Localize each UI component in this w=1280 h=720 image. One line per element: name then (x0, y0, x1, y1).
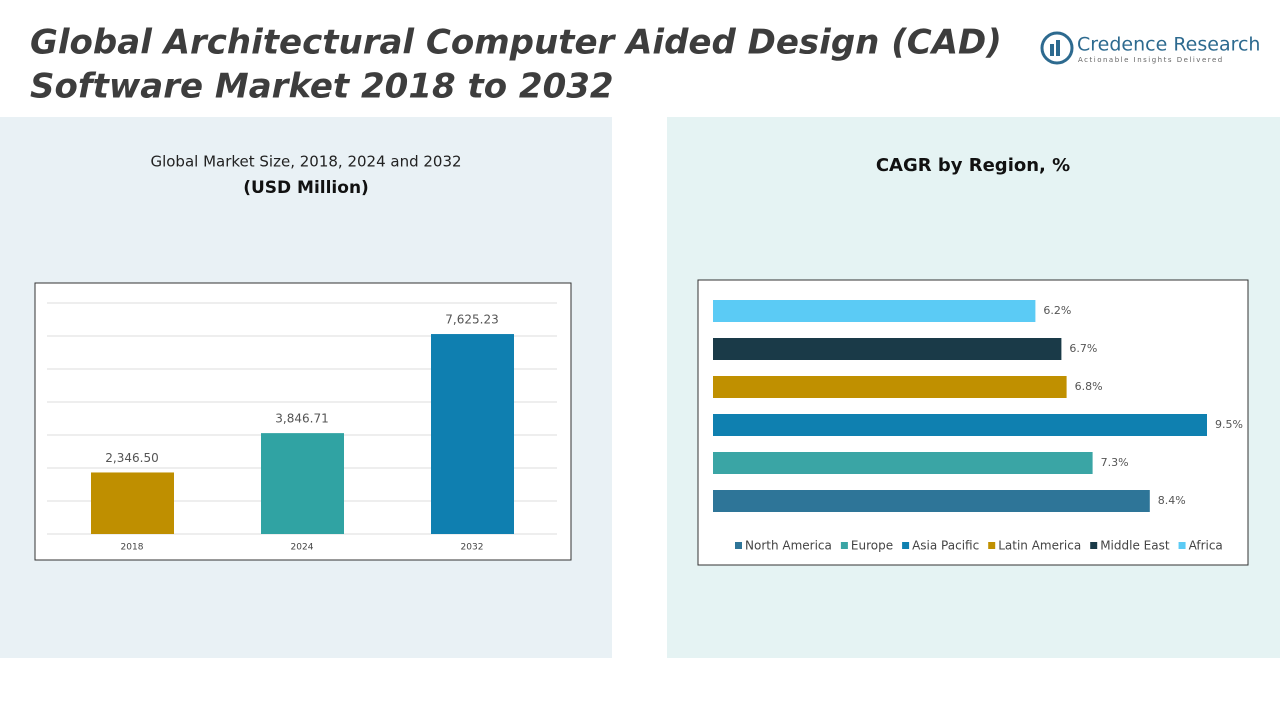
bar (713, 300, 1036, 322)
logo-icon (1040, 31, 1074, 65)
legend-label: Africa (1189, 539, 1223, 553)
data-label: 6.8% (1075, 380, 1103, 393)
legend-swatch (735, 542, 742, 549)
legend-label: Europe (851, 539, 893, 553)
x-tick-label: 2024 (291, 543, 314, 553)
x-tick-label: 2018 (121, 543, 144, 553)
bar (713, 490, 1150, 512)
legend-swatch (902, 542, 910, 549)
bar (431, 334, 514, 534)
logo: Credence Research Actionable Insights De… (1040, 31, 1260, 65)
legend-swatch (1090, 542, 1098, 549)
chart-title: Global Market Size, 2018, 2024 and 2032 (150, 153, 461, 171)
chart-subtitle: (USD Million) (243, 178, 369, 198)
bar (713, 376, 1067, 398)
logo-tagline: Actionable Insights Delivered (1078, 56, 1224, 64)
legend-label: Asia Pacific (912, 539, 979, 553)
legend-swatch (988, 542, 996, 549)
data-label: 7.3% (1101, 456, 1129, 469)
data-label: 7,625.23 (445, 313, 498, 327)
bar (261, 433, 344, 534)
data-label: 8.4% (1158, 494, 1186, 507)
data-label: 2,346.50 (105, 451, 158, 465)
data-label: 3,846.71 (275, 412, 328, 426)
legend-swatch (840, 542, 848, 549)
legend-label: Middle East (1100, 539, 1170, 553)
bar (713, 338, 1062, 360)
legend-swatch (1178, 542, 1186, 549)
data-label: 9.5% (1215, 418, 1243, 431)
data-label: 6.7% (1069, 342, 1097, 355)
chart-title: CAGR by Region, % (876, 155, 1070, 176)
legend-label: North America (745, 539, 832, 553)
title: Software Market 2018 to 2032 (30, 67, 614, 107)
title: Global Architectural Computer Aided Desi… (30, 23, 1002, 63)
legend-label: Latin America (998, 539, 1081, 553)
logo-icon (1050, 44, 1054, 56)
logo-name: Credence Research (1077, 34, 1260, 56)
bar (713, 452, 1093, 474)
bar (91, 472, 174, 534)
logo-icon (1056, 40, 1060, 56)
data-label: 6.2% (1043, 304, 1071, 317)
x-tick-label: 2032 (461, 543, 484, 553)
bar (713, 414, 1207, 436)
